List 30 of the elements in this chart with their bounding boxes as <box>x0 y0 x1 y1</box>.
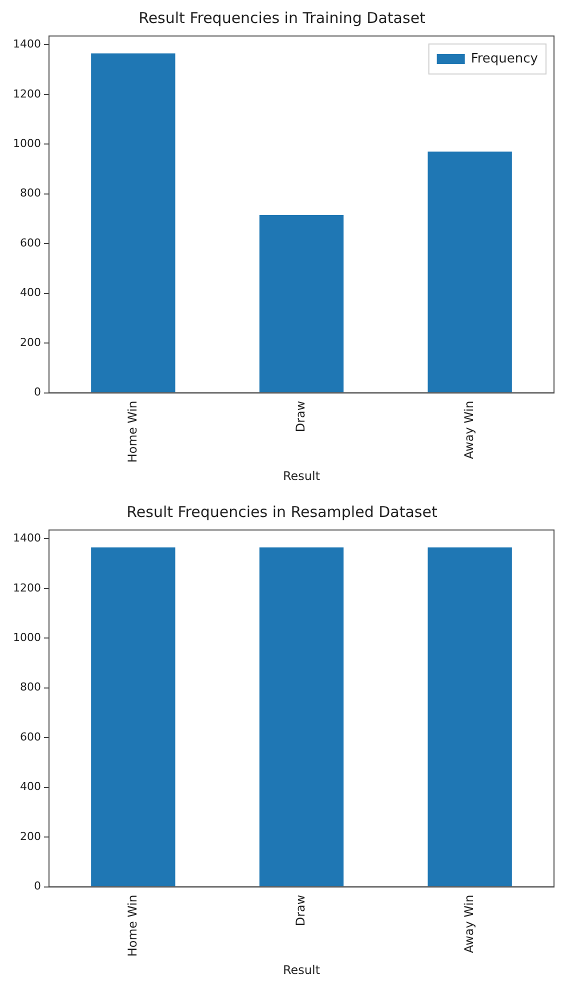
x-axis-title: Result <box>282 468 320 483</box>
bar <box>91 53 176 392</box>
x-tick-label: Away Win <box>462 400 476 460</box>
y-tick-label: 200 <box>20 336 41 349</box>
y-tick-label: 0 <box>34 880 41 893</box>
y-tick-label: 1000 <box>12 137 41 150</box>
bar <box>259 215 344 392</box>
x-tick-label: Home Win <box>125 400 140 463</box>
y-tick-label: 600 <box>20 730 41 744</box>
x-tick-label: Draw <box>294 894 308 926</box>
y-tick-label: 0 <box>34 386 41 399</box>
y-tick-label: 600 <box>20 236 41 250</box>
y-tick-label: 1200 <box>12 581 41 594</box>
y-tick-label: 400 <box>20 780 41 794</box>
y-tick-label: 1400 <box>12 532 41 545</box>
legend-label: Frequency <box>470 51 538 66</box>
x-axis-title: Result <box>282 962 320 977</box>
y-tick-label: 800 <box>20 680 41 694</box>
x-tick-label: Draw <box>294 400 308 432</box>
chart-title: Result Frequencies in Training Dataset <box>138 8 426 27</box>
y-tick-label: 1200 <box>12 87 41 100</box>
x-tick-label: Home Win <box>125 894 140 957</box>
y-tick-label: 400 <box>20 286 41 300</box>
y-tick-label: 200 <box>20 830 41 843</box>
x-tick-label: Away Win <box>462 894 476 954</box>
y-tick-label: 1000 <box>12 631 41 644</box>
bar <box>428 152 512 392</box>
y-tick-label: 1400 <box>12 38 41 51</box>
chart-title: Result Frequencies in Resampled Dataset <box>126 502 438 521</box>
y-tick-label: 800 <box>20 186 41 200</box>
